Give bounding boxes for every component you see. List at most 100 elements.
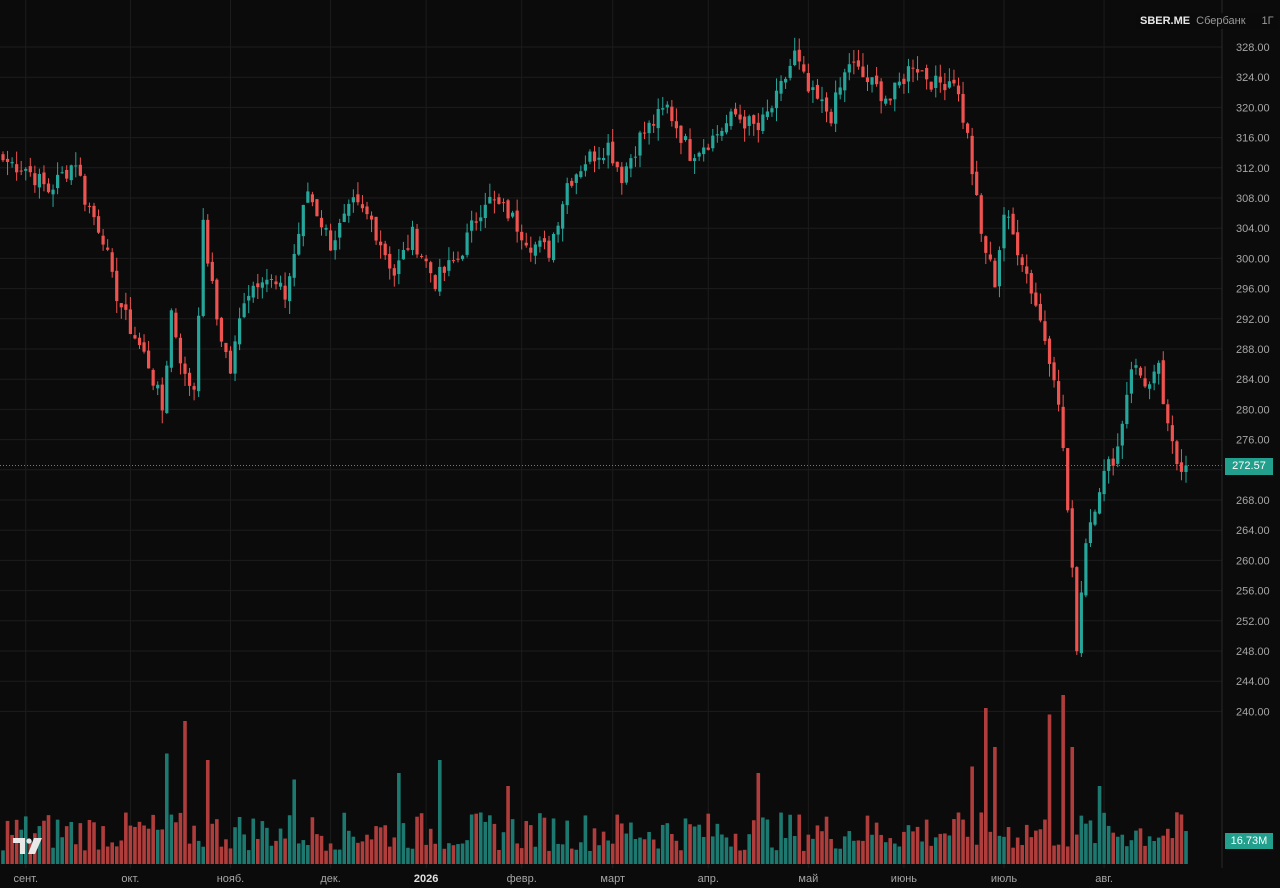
candle-body — [201, 219, 205, 316]
candle-body — [83, 175, 87, 205]
candle-body — [410, 226, 415, 250]
candle-body — [215, 279, 219, 320]
volume-bar — [133, 826, 137, 864]
volume-bar — [165, 753, 169, 864]
volume-bar — [670, 833, 674, 864]
candle-body — [347, 203, 351, 216]
volume-bar — [260, 821, 265, 864]
candle-body — [970, 135, 974, 175]
candle-body — [1134, 365, 1138, 368]
candle-body — [834, 92, 838, 124]
volume-bar — [369, 839, 374, 864]
volume-bar — [888, 838, 893, 864]
volume-bar — [1061, 695, 1065, 864]
candle-body — [319, 217, 324, 228]
volume-badge: 16.73M — [1225, 833, 1273, 849]
candle-body — [142, 342, 146, 352]
candle-body — [688, 139, 692, 161]
volume-bar — [933, 837, 938, 864]
symbol-legend[interactable]: SBER.ME Сбербанк 1Г — [1136, 13, 1278, 29]
candle-body — [861, 66, 865, 78]
price-tick-label: 240.00 — [1236, 706, 1270, 718]
candle-body — [824, 97, 829, 112]
volume-bar — [711, 836, 715, 864]
candle-body — [329, 230, 333, 251]
candle-body — [1034, 292, 1038, 306]
volume-bar — [256, 838, 260, 864]
candle-body — [433, 275, 437, 290]
volume-bar — [583, 815, 588, 864]
candle-body — [975, 171, 979, 196]
candle-body — [984, 236, 988, 253]
candle-body — [151, 369, 155, 386]
candle-body — [729, 111, 733, 127]
volume-bar — [269, 845, 274, 864]
candle-body — [561, 204, 565, 229]
candle-body — [661, 108, 665, 110]
candle-body — [683, 136, 688, 141]
grid-lines — [0, 0, 1222, 868]
volume-bar — [315, 834, 319, 864]
candle-body — [1184, 465, 1188, 473]
time-axis[interactable]: сент. окт. нояб. дек. 2026 февр. март апр. май ию… — [13, 873, 1112, 885]
candle-body — [1148, 384, 1152, 389]
volume-bar — [483, 821, 488, 864]
price-axis[interactable]: 240.00 244.00 248.00 252.00 256.00 260.00 264.… — [1221, 0, 1270, 868]
time-tick-label: май — [798, 873, 818, 885]
volume-bar — [997, 835, 1002, 864]
candle-body — [720, 130, 724, 136]
candle-body — [761, 114, 765, 131]
volume-bar — [478, 812, 483, 864]
candle-body — [756, 122, 760, 131]
price-tick-label: 328.00 — [1236, 42, 1270, 54]
candle-body — [902, 78, 906, 84]
volume-bar — [1056, 844, 1061, 864]
volume-bar — [119, 840, 124, 864]
volume-bar — [783, 838, 788, 864]
volume-bar — [137, 821, 142, 864]
volume-bar — [1111, 832, 1115, 864]
candle-body — [78, 164, 82, 176]
volume-bar — [802, 850, 806, 864]
volume-bar — [114, 846, 119, 864]
volume-bar — [1020, 845, 1024, 864]
volume-bar — [756, 773, 761, 864]
candle-body — [470, 220, 474, 231]
candle-body — [997, 250, 1002, 287]
volume-bar — [620, 823, 624, 864]
volume-bar — [1156, 837, 1161, 864]
volume-bar — [374, 826, 378, 864]
candle-body — [952, 79, 956, 84]
volume-bar — [820, 831, 824, 864]
volume-bar — [174, 822, 178, 864]
candle-body — [620, 166, 624, 184]
candle-body — [174, 312, 178, 338]
volume-bar — [692, 826, 697, 864]
volume-bar — [160, 829, 165, 864]
volume-bar — [952, 819, 956, 864]
candle-body — [724, 123, 729, 133]
volume-bar — [219, 846, 224, 864]
volume-bar — [296, 843, 301, 864]
volume-bar — [424, 844, 428, 864]
candle-body — [210, 261, 214, 282]
candle-body — [388, 253, 392, 269]
timeframe-label[interactable]: 1Г — [1261, 15, 1274, 27]
candle-body — [865, 77, 870, 83]
candle-body — [92, 205, 96, 218]
candle-body — [884, 98, 888, 104]
candle-body — [711, 135, 715, 149]
volume-bar — [829, 838, 833, 864]
volume-bar — [365, 834, 369, 864]
candle-body — [565, 183, 569, 206]
candle-body — [274, 281, 278, 285]
volume-bar — [1024, 824, 1029, 864]
candle-body — [1016, 232, 1020, 256]
candle-body — [147, 350, 151, 369]
candle-body — [888, 98, 892, 101]
candle-body — [843, 72, 847, 91]
time-tick-label: авг. — [1095, 873, 1113, 885]
ticker-symbol: SBER.ME — [1140, 15, 1191, 27]
volume-bar — [519, 848, 524, 864]
